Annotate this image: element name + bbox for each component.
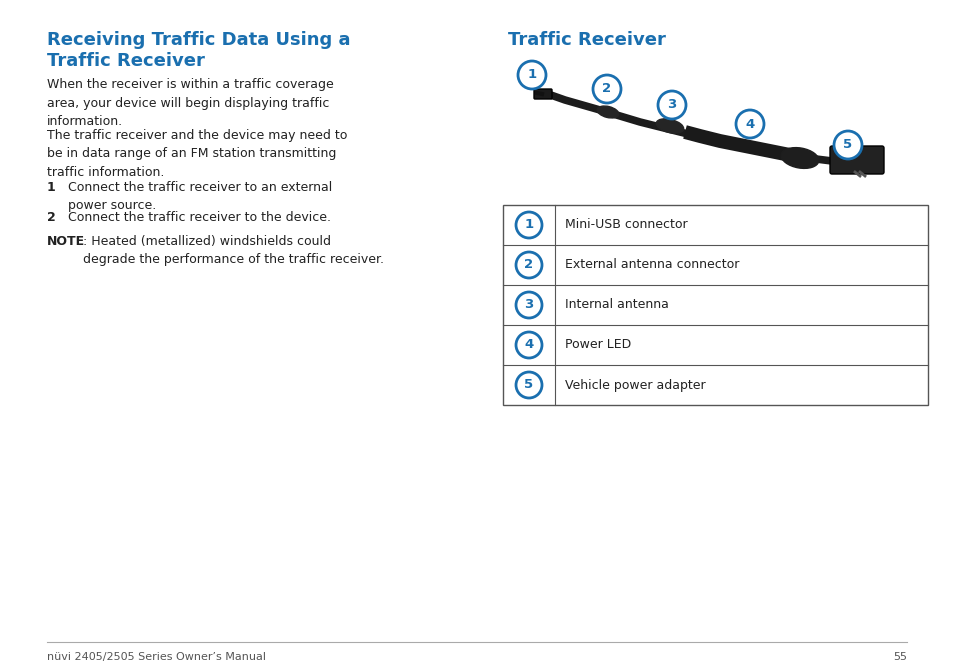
Text: External antenna connector: External antenna connector xyxy=(564,259,739,271)
Circle shape xyxy=(658,91,685,119)
Text: 2: 2 xyxy=(524,259,533,271)
Circle shape xyxy=(516,252,541,278)
Ellipse shape xyxy=(656,119,683,133)
Circle shape xyxy=(833,131,862,159)
Circle shape xyxy=(516,292,541,318)
Bar xyxy=(502,205,927,405)
Text: 2: 2 xyxy=(601,83,611,95)
Text: Connect the traffic receiver to an external
power source.: Connect the traffic receiver to an exter… xyxy=(68,181,332,212)
Text: The traffic receiver and the device may need to
be in data range of an FM statio: The traffic receiver and the device may … xyxy=(47,129,347,179)
Text: 1: 1 xyxy=(527,69,536,81)
Text: 5: 5 xyxy=(524,378,533,392)
Text: 1: 1 xyxy=(524,218,533,231)
Text: 1: 1 xyxy=(47,181,55,194)
Text: 4: 4 xyxy=(524,339,533,351)
Text: Power LED: Power LED xyxy=(564,339,631,351)
Text: : Heated (metallized) windshields could
degrade the performance of the traffic r: : Heated (metallized) windshields could … xyxy=(83,235,384,267)
Circle shape xyxy=(516,332,541,358)
Text: Traffic Receiver: Traffic Receiver xyxy=(47,52,205,70)
Ellipse shape xyxy=(597,106,618,118)
Text: 5: 5 xyxy=(842,138,852,151)
Circle shape xyxy=(593,75,620,103)
Circle shape xyxy=(516,212,541,238)
Circle shape xyxy=(517,61,545,89)
Text: 4: 4 xyxy=(744,118,754,130)
Text: Vehicle power adapter: Vehicle power adapter xyxy=(564,378,705,392)
Text: 55: 55 xyxy=(892,652,906,662)
FancyBboxPatch shape xyxy=(534,89,552,99)
Text: NOTE: NOTE xyxy=(47,235,85,248)
Text: Mini-USB connector: Mini-USB connector xyxy=(564,218,687,231)
Text: 3: 3 xyxy=(524,298,533,312)
Circle shape xyxy=(735,110,763,138)
Text: nüvi 2405/2505 Series Owner’s Manual: nüvi 2405/2505 Series Owner’s Manual xyxy=(47,652,266,662)
Text: 3: 3 xyxy=(667,99,676,112)
Text: Traffic Receiver: Traffic Receiver xyxy=(507,31,665,49)
Text: Internal antenna: Internal antenna xyxy=(564,298,668,312)
Circle shape xyxy=(516,372,541,398)
Text: When the receiver is within a traffic coverage
area, your device will begin disp: When the receiver is within a traffic co… xyxy=(47,78,334,128)
Text: Receiving Traffic Data Using a: Receiving Traffic Data Using a xyxy=(47,31,350,49)
FancyBboxPatch shape xyxy=(829,146,883,174)
Text: Connect the traffic receiver to the device.: Connect the traffic receiver to the devi… xyxy=(68,211,331,224)
Text: 2: 2 xyxy=(47,211,55,224)
Ellipse shape xyxy=(781,148,818,169)
